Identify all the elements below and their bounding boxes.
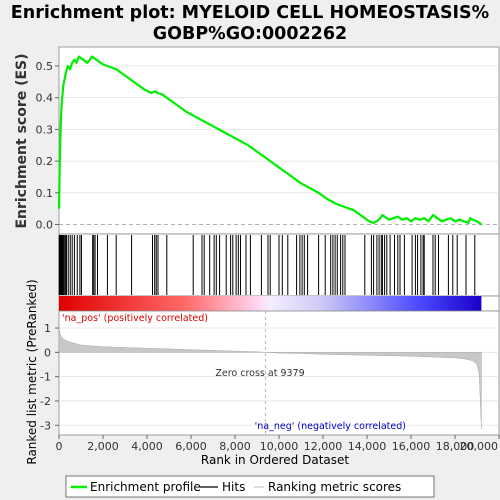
es-grid <box>59 65 499 225</box>
neg-label: 'na_neg' (negatively correlated) <box>255 421 406 432</box>
metric-y-axis-label: Ranked list metric (PreRanked) <box>25 279 39 464</box>
es-panel <box>58 46 500 235</box>
metric-tick-label: -1 <box>40 371 51 384</box>
x-axis-ticks: 0 2,000 4,000 6,000 8,000 10,000 12,000 14,000 1… <box>56 435 500 453</box>
ranked-list-color-bar <box>59 296 482 311</box>
metric-panel <box>58 310 500 436</box>
x-tick-label: 10,000 <box>260 440 299 453</box>
legend-label-enrichment: Enrichment profile <box>90 480 201 494</box>
legend-label-hits: Hits <box>222 480 245 494</box>
metric-tick-label: -3 <box>40 419 51 432</box>
zero-cross-label: Zero cross at 9379 <box>215 368 304 379</box>
es-y-ticks: 0.0 0.1 0.2 0.3 0.4 0.5 <box>36 60 59 231</box>
ranking-metric-area <box>58 327 482 429</box>
x-tick-label: 8,000 <box>219 440 251 453</box>
x-tick-label: 12,000 <box>304 440 343 453</box>
x-tick-label: 14,000 <box>348 440 387 453</box>
enrichment-profile-line <box>57 55 483 226</box>
metric-y-ticks: 1 0 -1 -2 -3 <box>40 322 59 432</box>
x-tick-label: 4,000 <box>131 440 163 453</box>
x-tick-label: 0 <box>56 440 63 453</box>
x-tick-label: 2,000 <box>87 440 119 453</box>
es-tick-label: 0.3 <box>36 123 54 136</box>
x-tick-label: 18,000 <box>436 440 475 453</box>
chart-title-line2: GOBP%GO:0002262 <box>153 24 347 44</box>
es-tick-label: 0.1 <box>36 187 54 200</box>
metric-tick-label: 0 <box>44 346 51 359</box>
x-tick-label: 16,000 <box>392 440 431 453</box>
metric-tick-label: -2 <box>40 395 51 408</box>
es-tick-label: 0.0 <box>36 218 54 231</box>
es-y-axis-label: Enrichment score (ES) <box>14 53 30 228</box>
legend-label-metric: Ranking metric scores <box>268 480 401 494</box>
x-tick-label: 6,000 <box>175 440 207 453</box>
legend-box <box>65 475 435 498</box>
x-axis-label: Rank in Ordered Dataset <box>201 453 349 467</box>
pos-label: 'na_pos' (positively correlated) <box>62 313 208 324</box>
es-tick-label: 0.2 <box>36 155 54 168</box>
es-tick-label: 0.5 <box>36 60 54 73</box>
es-tick-label: 0.4 <box>36 92 54 105</box>
chart-title-line1: Enrichment plot: MYELOID CELL HOMEOSTASI… <box>11 3 489 23</box>
x-tick-label: 20,000 <box>460 440 499 453</box>
hit-lines <box>58 235 476 295</box>
metric-tick-label: 1 <box>44 322 51 335</box>
